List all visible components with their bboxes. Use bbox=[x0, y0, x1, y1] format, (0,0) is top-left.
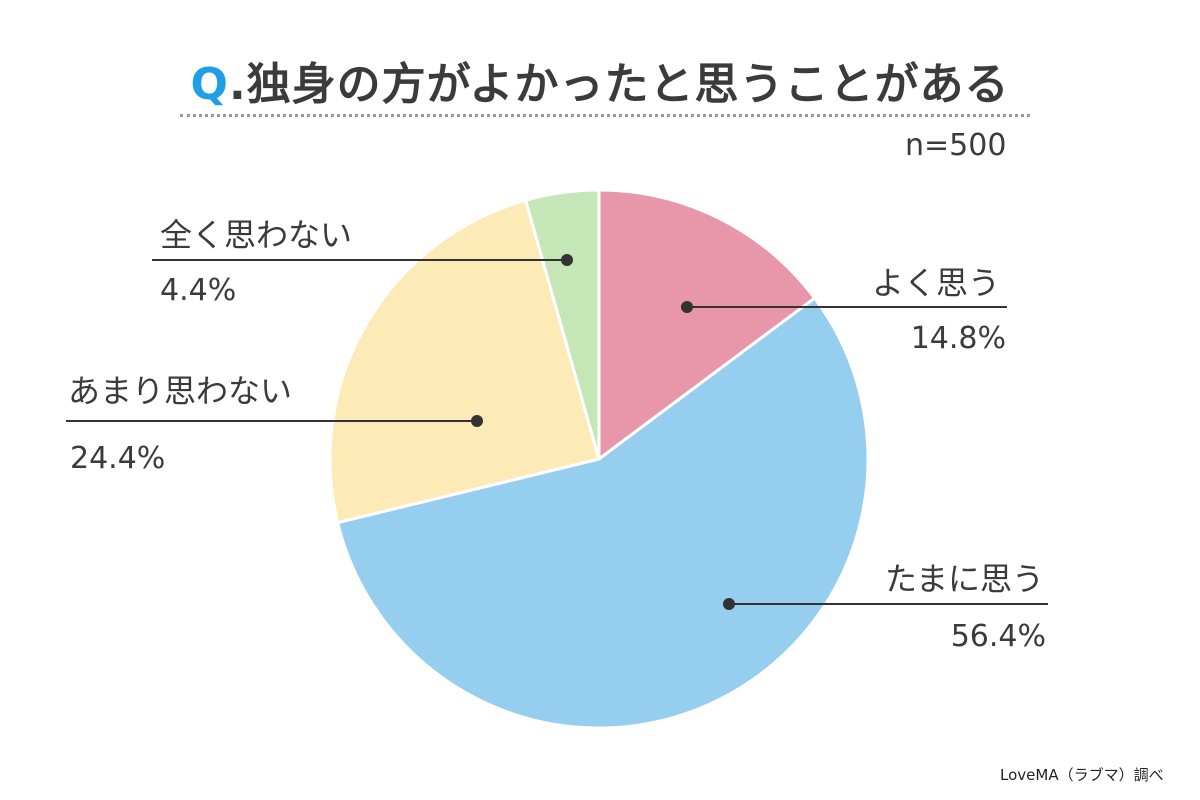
title-q-prefix: Q bbox=[190, 59, 229, 110]
title-divider bbox=[180, 114, 1030, 117]
slice-label-tamani-omou: たまに思う bbox=[885, 560, 1044, 598]
slice-label-amari-omowanai: あまり思わない bbox=[68, 372, 292, 410]
title-text: .独身の方がよかったと思うことがある bbox=[228, 59, 1010, 110]
slice-label-yoku-omou: よく思う bbox=[872, 264, 1000, 302]
pie-slice-amari-omowanai bbox=[328, 198, 601, 525]
slice-value-tamani-omou: 56.4% bbox=[951, 619, 1046, 654]
slice-value-amari-omowanai: 24.4% bbox=[70, 441, 165, 476]
pie-slice-yoku-omou bbox=[597, 188, 817, 462]
slice-label-mattaku-omowanai: 全く思わない bbox=[160, 216, 352, 254]
leader-lines bbox=[66, 254, 1048, 610]
leader-dot-yoku-omou bbox=[681, 301, 693, 313]
sample-size-label: n=500 bbox=[905, 128, 1007, 163]
slice-value-yoku-omou: 14.8% bbox=[911, 321, 1006, 356]
chart-title: Q.独身の方がよかったと思うことがある bbox=[0, 48, 1200, 112]
leader-dot-tamani-omou bbox=[723, 598, 735, 610]
leader-dot-amari-omowanai bbox=[471, 415, 483, 427]
source-credit: LoveMA（ラブマ）調べ bbox=[1000, 766, 1164, 784]
pie-slices bbox=[328, 188, 870, 730]
pie-slice-tamani-omou bbox=[335, 296, 870, 730]
pie-slice-mattaku-omowanai bbox=[523, 188, 601, 460]
slice-value-mattaku-omowanai: 4.4% bbox=[160, 273, 236, 308]
leader-dot-mattaku-omowanai bbox=[561, 254, 573, 266]
